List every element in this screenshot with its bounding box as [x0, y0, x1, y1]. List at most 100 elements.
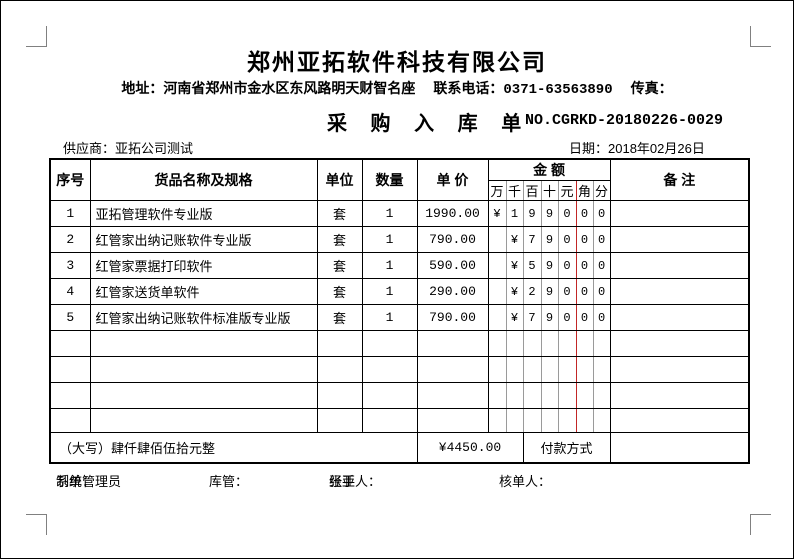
supplier-value: 亚拓公司测试: [115, 141, 194, 156]
cell-digit-shi: 9: [540, 226, 559, 253]
header-price: 单 价: [416, 158, 489, 201]
cell-digit-shi: 9: [540, 278, 559, 305]
unit-shi: 十: [540, 180, 559, 201]
document-number: NO.CGRKD-20180226-0029: [525, 112, 724, 129]
cell-digit-shi: 9: [540, 200, 559, 227]
cell-digit-yuan: 0: [557, 304, 577, 331]
maker-value: 系统管理员: [56, 474, 122, 489]
table-row: 2 红管家出纳记账软件专业版 套 1 790.00 ¥ 7 9 0 0 0: [49, 226, 750, 253]
maker-label: 制单：: [56, 474, 96, 489]
cell-seq: 5: [49, 304, 91, 331]
cell-digit-fen: 0: [592, 226, 611, 253]
cell-digit-jiao: 0: [575, 226, 594, 253]
cell-digit-jiao: 0: [575, 278, 594, 305]
cell-remark: [609, 304, 750, 331]
table-row: 1 亚拓管理软件专业版 套 1 1990.00 ¥ 1 9 9 0 0 0: [49, 200, 750, 227]
cell-price: 790.00: [416, 304, 489, 331]
cell-qty: 1: [361, 252, 418, 279]
cell-digit-qian: ¥: [505, 252, 524, 279]
cell-digit-qian: ¥: [505, 304, 524, 331]
unit-fen: 分: [592, 180, 611, 201]
cell-digit-wan: [487, 278, 507, 305]
cell-remark: [609, 200, 750, 227]
cell-digit-wan: [487, 226, 507, 253]
empty-row: [49, 356, 750, 383]
unit-jiao: 角: [575, 180, 594, 201]
address-line: 地址：河南省郑州市金水区东风路明天财智名座 联系电话：0371-63563890 传…: [1, 78, 793, 98]
address-value: 河南省郑州市金水区东风路明天财智名座: [163, 80, 416, 96]
items-table: 序号 货品名称及规格 单位 数量 单 价 金 额 备 注 万 千 百 十 元 角…: [49, 158, 751, 464]
supplier-line: 供应商：亚拓公司测试: [63, 138, 193, 157]
payment-method-value: [609, 432, 750, 463]
cell-seq: 3: [49, 252, 91, 279]
corner-mark-top-right: [750, 26, 771, 47]
cell-digit-yuan: 0: [557, 252, 577, 279]
cell-name: 红管家出纳记账软件专业版: [89, 226, 318, 253]
cell-seq: 4: [49, 278, 91, 305]
header-seq: 序号: [49, 158, 91, 201]
cell-remark: [609, 226, 750, 253]
unit-wan: 万: [487, 180, 507, 201]
supplier-label: 供应商：: [63, 141, 116, 156]
document-title: 采 购 入 库 单: [327, 113, 531, 135]
cell-unit: 套: [316, 226, 363, 253]
unit-bai: 百: [522, 180, 542, 201]
cell-digit-shi: 9: [540, 252, 559, 279]
cell-digit-shi: 9: [540, 304, 559, 331]
cell-seq: 2: [49, 226, 91, 253]
header-amount: 金 额: [487, 158, 611, 181]
cell-digit-jiao: 0: [575, 304, 594, 331]
cell-qty: 1: [361, 200, 418, 227]
header-remark: 备 注: [609, 158, 750, 201]
handler-value: 张亚: [329, 474, 356, 489]
cell-digit-jiao: 0: [575, 252, 594, 279]
empty-row: [49, 330, 750, 357]
cell-digit-wan: [487, 252, 507, 279]
cell-digit-yuan: 0: [557, 200, 577, 227]
cell-unit: 套: [316, 200, 363, 227]
corner-mark-top-left: [26, 26, 47, 47]
cell-digit-jiao: 0: [575, 200, 594, 227]
table-header-row: 序号 货品名称及规格 单位 数量 单 价 金 额 备 注: [49, 158, 750, 201]
header-unit: 单位: [316, 158, 363, 201]
cell-digit-bai: 5: [522, 252, 542, 279]
cell-name: 亚拓管理软件专业版: [89, 200, 318, 227]
cell-digit-qian: ¥: [505, 278, 524, 305]
cell-name: 红管家票据打印软件: [89, 252, 318, 279]
date-line: 日期：2018年02月26日: [569, 138, 705, 157]
cell-digit-fen: 0: [592, 200, 611, 227]
cell-digit-bai: 2: [522, 278, 542, 305]
payment-method-label: 付款方式: [522, 432, 611, 463]
amount-units-row: 万 千 百 十 元 角 分: [50, 180, 749, 201]
cell-digit-bai: 7: [522, 226, 542, 253]
cell-digit-fen: 0: [592, 278, 611, 305]
checker-label: 核单人：: [499, 474, 552, 489]
phone-label: 联系电话：: [433, 80, 504, 96]
header-name: 货品名称及规格: [89, 158, 318, 201]
header-qty: 数量: [361, 158, 418, 201]
cell-qty: 1: [361, 304, 418, 331]
cell-digit-yuan: 0: [557, 226, 577, 253]
cell-digit-wan: ¥: [487, 200, 507, 227]
cell-unit: 套: [316, 304, 363, 331]
corner-mark-bottom-left: [26, 514, 47, 535]
cell-qty: 1: [361, 278, 418, 305]
handler-label: 经手人：: [329, 474, 382, 489]
cell-digit-fen: 0: [592, 304, 611, 331]
cell-price: 1990.00: [416, 200, 489, 227]
empty-row: [49, 408, 750, 433]
total-row: （大写）肆仟肆佰伍拾元整 ¥4450.00 付款方式: [49, 432, 750, 463]
cell-unit: 套: [316, 278, 363, 305]
address-label: 地址：: [121, 80, 164, 96]
cell-digit-bai: 9: [522, 200, 542, 227]
empty-row: [49, 382, 750, 409]
cell-price: 290.00: [416, 278, 489, 305]
cell-digit-wan: [487, 304, 507, 331]
cell-price: 590.00: [416, 252, 489, 279]
cell-digit-qian: ¥: [505, 226, 524, 253]
unit-qian: 千: [505, 180, 524, 201]
amount-in-words: （大写）肆仟肆佰伍拾元整: [49, 432, 418, 463]
cell-digit-qian: 1: [505, 200, 524, 227]
total-amount: ¥4450.00: [416, 432, 524, 463]
